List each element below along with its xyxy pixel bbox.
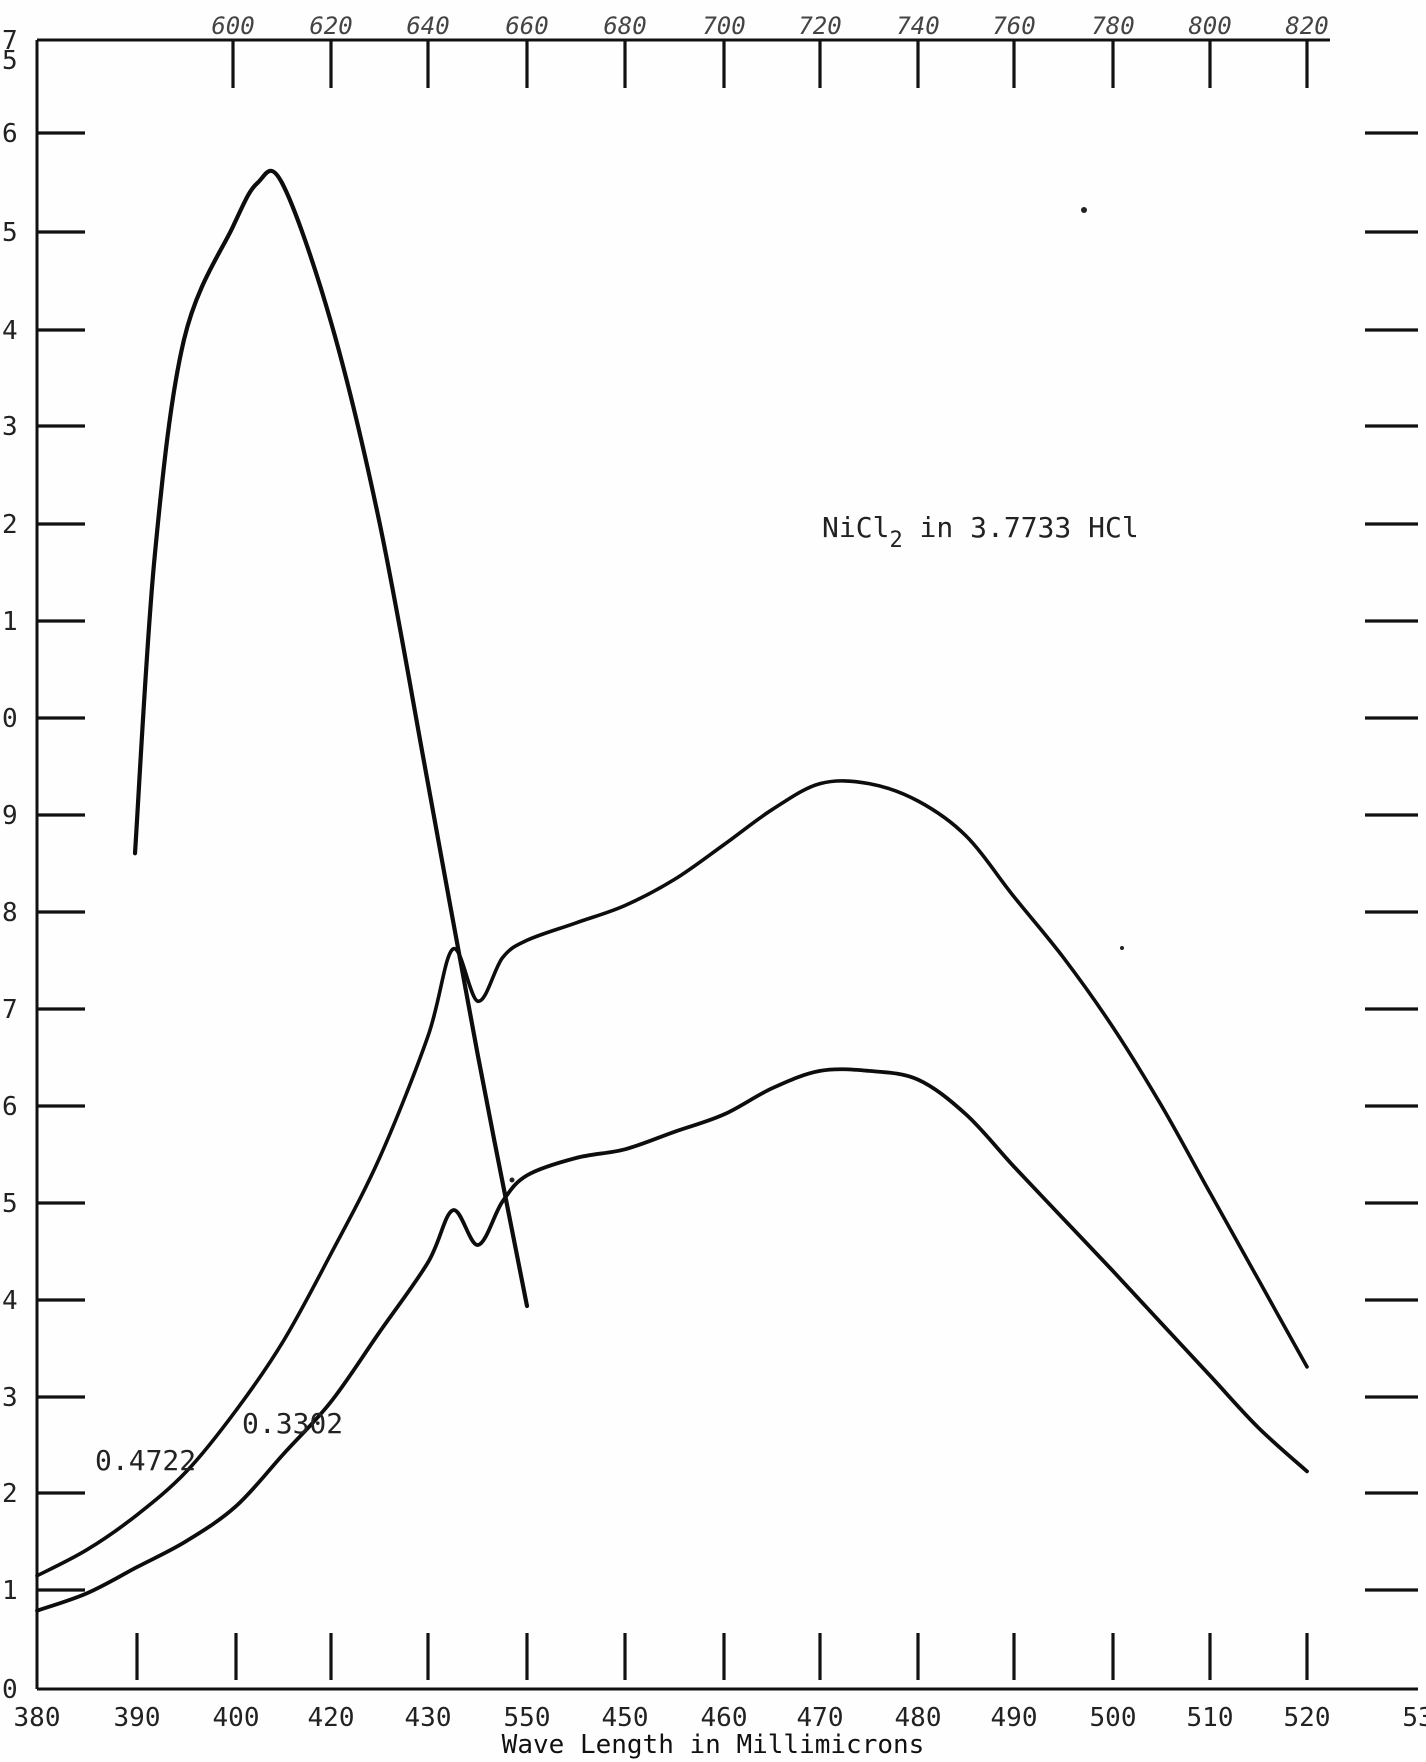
bottom-tick-label: 380: [14, 1703, 61, 1733]
left-tick-label: 1: [2, 607, 18, 637]
series-line-2: [35, 1067, 1309, 1613]
bottom-tick-label: 470: [797, 1703, 844, 1733]
series-label-0-4722: 0.4722: [95, 1444, 196, 1477]
left-tick-label: 5: [2, 46, 18, 76]
top-tick-label: 600: [211, 12, 254, 40]
bottom-tick-label: 490: [991, 1703, 1038, 1733]
bottom-tick-label: 400: [213, 1703, 260, 1733]
right-axis-ticks: [1365, 131, 1418, 1592]
bottom-axis: 380 390 400 420 430 550 450 460 470 480 490 500 510 5…: [14, 1633, 1426, 1733]
left-tick-label: 1: [2, 1576, 18, 1606]
left-tick-label: 2: [2, 1479, 18, 1509]
left-tick-label: 8: [2, 898, 18, 928]
top-tick-label: 760: [992, 12, 1035, 40]
curves: [35, 168, 1309, 1613]
paper-speck: [1081, 207, 1087, 213]
left-tick-label: 5: [2, 218, 18, 248]
bottom-tick-label: 430: [405, 1703, 452, 1733]
left-tick-label: 0: [2, 704, 18, 734]
left-tick-label: 6: [2, 1092, 18, 1122]
bottom-tick-label: 53: [1402, 1703, 1426, 1733]
bottom-tick-label: 550: [504, 1703, 551, 1733]
top-tick-label: 820: [1285, 12, 1328, 40]
top-tick-label: 680: [603, 12, 646, 40]
left-tick-label: 3: [2, 412, 18, 442]
x-axis-title: Wave Length in Millimicrons: [502, 1730, 925, 1760]
left-tick-label: 6: [2, 119, 18, 149]
top-tick-label: 720: [798, 12, 841, 40]
series-label-0-3302: 0.3302: [242, 1407, 343, 1440]
top-tick-label: 700: [702, 12, 745, 40]
series-line-0: [132, 168, 530, 1309]
top-tick-label: 620: [309, 12, 352, 40]
left-tick-label: 9: [2, 801, 18, 831]
bottom-tick-label: 390: [114, 1703, 161, 1733]
left-tick-label: 0: [2, 1675, 18, 1705]
top-axis: 600 620 640 660 680 700 720 740 760 780 800 820: [211, 12, 1329, 88]
series-line-1: [35, 779, 1309, 1578]
plot-frame: [35, 38, 1418, 1691]
paper-speck: [1120, 946, 1124, 950]
top-tick-label: 640: [406, 12, 449, 40]
bottom-tick-label: 450: [602, 1703, 649, 1733]
bottom-tick-label: 420: [308, 1703, 355, 1733]
top-tick-label: 740: [896, 12, 939, 40]
bottom-tick-label: 480: [895, 1703, 942, 1733]
left-tick-label: 4: [2, 316, 18, 346]
series-label-annotation: NiCl2 in 3.7733 HCl: [822, 511, 1139, 553]
top-tick-label: 660: [505, 12, 548, 40]
bottom-tick-label: 460: [701, 1703, 748, 1733]
left-tick-label: 4: [2, 1286, 18, 1316]
top-tick-label: 800: [1188, 12, 1231, 40]
left-tick-label: 5: [2, 1189, 18, 1219]
bottom-tick-label: 510: [1187, 1703, 1234, 1733]
left-tick-label: 7: [2, 26, 18, 56]
left-tick-label: 2: [2, 510, 18, 540]
bottom-tick-label: 500: [1090, 1703, 1137, 1733]
left-tick-label: 7: [2, 995, 18, 1025]
bottom-tick-label: 520: [1284, 1703, 1331, 1733]
paper-speck: [509, 1177, 515, 1183]
left-tick-label: 3: [2, 1383, 18, 1413]
top-tick-label: 780: [1091, 12, 1134, 40]
